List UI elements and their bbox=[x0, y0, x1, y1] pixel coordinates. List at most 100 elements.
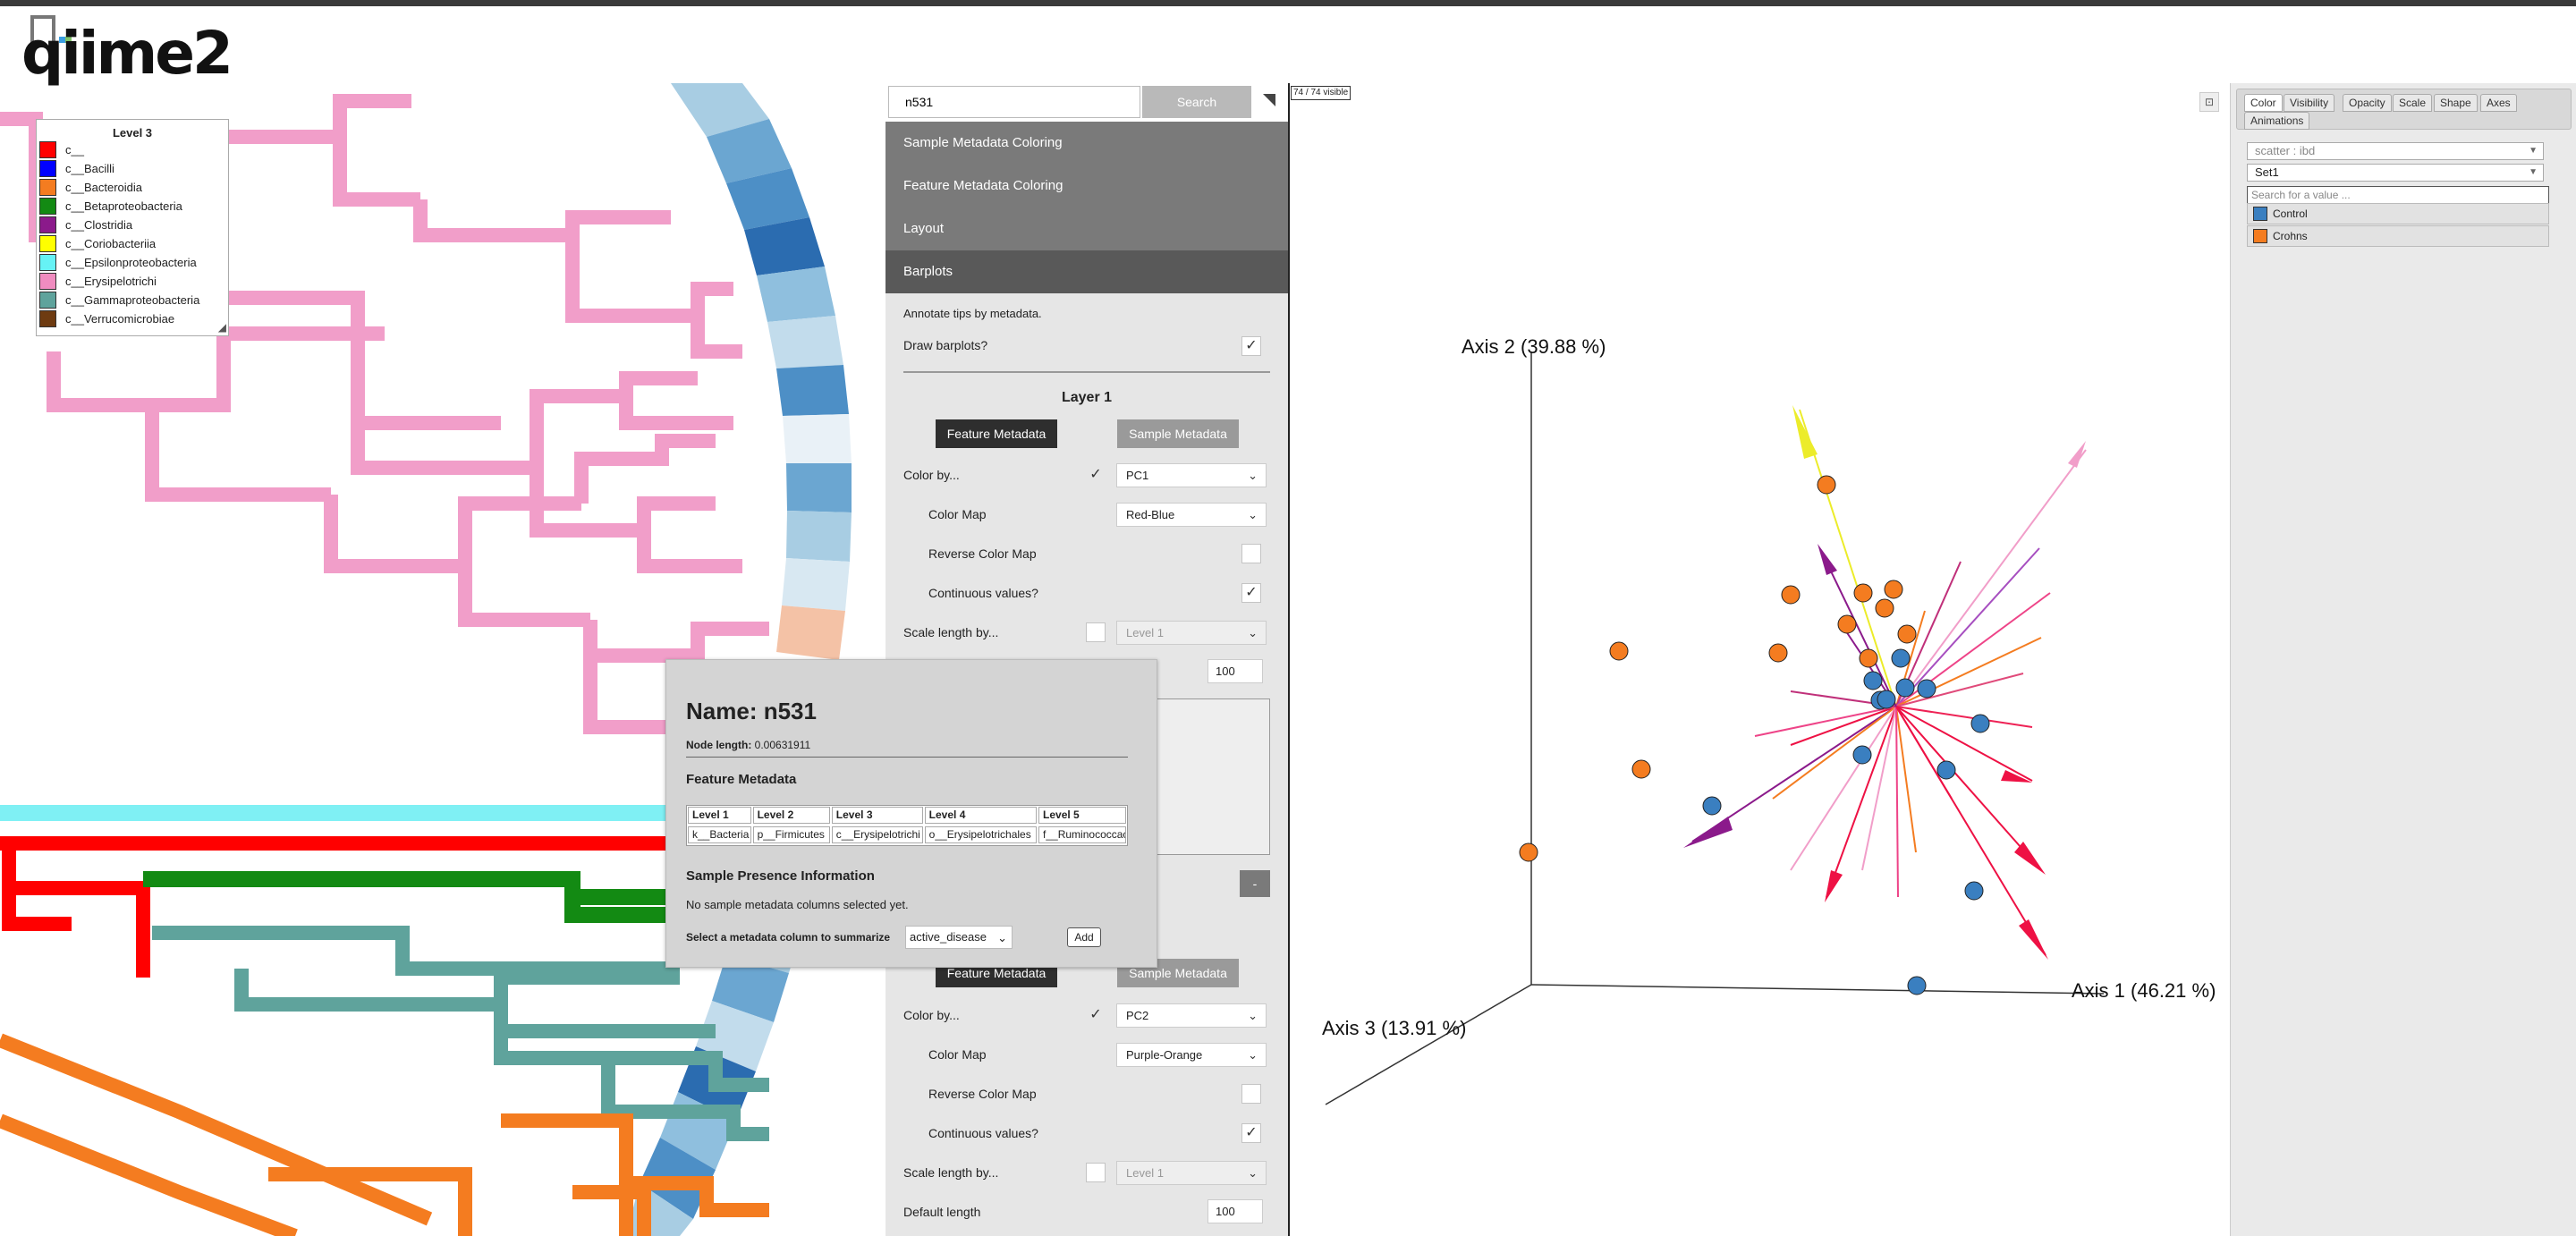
biplot-arrow bbox=[1895, 706, 1953, 800]
menu-sample-metadata-coloring[interactable]: Sample Metadata Coloring bbox=[886, 122, 1288, 165]
emperor-scene bbox=[1325, 351, 2105, 1105]
legend-swatch bbox=[39, 292, 56, 309]
layer2-color-by-select[interactable]: PC2 ⌄ bbox=[1116, 1003, 1267, 1028]
axis2-label: Axis 2 (39.88 %) bbox=[1462, 335, 1606, 358]
layer1-color-by-checkbox[interactable]: ✓ bbox=[1089, 467, 1102, 482]
layer2-scale-checkbox[interactable] bbox=[1086, 1163, 1106, 1182]
node-length-label: Node length: bbox=[686, 739, 752, 751]
tab-shape[interactable]: Shape bbox=[2434, 94, 2478, 112]
arrow-head bbox=[1818, 544, 1837, 575]
emperor-plot-view[interactable]: Axis 2 (39.88 %) Axis 1 (46.21 %) Axis 3… bbox=[1288, 83, 2230, 1236]
sample-point-control bbox=[1895, 678, 1915, 698]
menu-barplots[interactable]: Barplots bbox=[886, 250, 1288, 293]
legend-item-label: c__Erysipelotrichi bbox=[65, 275, 157, 288]
sample-point-crohns bbox=[1853, 583, 1873, 603]
layer1-sample-metadata-button[interactable]: Sample Metadata bbox=[1117, 419, 1239, 448]
add-button[interactable]: Add bbox=[1067, 927, 1101, 947]
legend-item: c__Verrucomicrobiae bbox=[37, 309, 228, 328]
table-cell: p__Firmicutes bbox=[752, 826, 830, 843]
legend-item: c__Bacteroidia bbox=[37, 178, 228, 197]
layer2-scale-label: Scale length by... bbox=[903, 1165, 999, 1180]
sample-point-crohns bbox=[1817, 475, 1836, 495]
legend-swatch bbox=[39, 160, 56, 177]
biplot-arrow bbox=[1895, 673, 2024, 707]
scatter-select[interactable]: scatter : ibd ▼ bbox=[2247, 142, 2544, 160]
layer1-continuous-checkbox[interactable]: ✓ bbox=[1241, 583, 1261, 603]
feature-metadata-table: Level 1 Level 2 Level 3 Level 4 Level 5 … bbox=[686, 805, 1128, 846]
sample-point-crohns bbox=[1631, 759, 1651, 779]
tab-color[interactable]: Color bbox=[2244, 94, 2283, 112]
tab-visibility[interactable]: Visibility bbox=[2284, 94, 2335, 112]
layer2-continuous-label: Continuous values? bbox=[928, 1126, 1038, 1140]
layer2-continuous-checkbox[interactable]: ✓ bbox=[1241, 1123, 1261, 1143]
layer1-length-input[interactable]: 100 bbox=[1208, 659, 1263, 683]
tab-scale[interactable]: Scale bbox=[2393, 94, 2433, 112]
logo-dot-icon bbox=[65, 37, 72, 43]
layer1-color-map-select[interactable]: Red-Blue ⌄ bbox=[1116, 503, 1267, 527]
palette-select[interactable]: Set1 ▼ bbox=[2247, 164, 2544, 182]
biplot-arrow bbox=[1895, 706, 2033, 728]
table-header-row: Level 1 Level 2 Level 3 Level 4 Level 5 bbox=[687, 806, 1127, 825]
legend-item-label: c__Betaproteobacteria bbox=[65, 199, 182, 213]
toggle-controls-icon[interactable]: ⊡ bbox=[2199, 92, 2219, 112]
legend-item-label: c__Bacilli bbox=[65, 162, 114, 175]
metadata-column-select[interactable]: active_disease ⌄ bbox=[905, 926, 1013, 949]
color-swatch[interactable] bbox=[2253, 229, 2267, 243]
layer2-color-map-select[interactable]: Purple-Orange ⌄ bbox=[1116, 1043, 1267, 1067]
tab-axes[interactable]: Axes bbox=[2480, 94, 2517, 112]
window-top-bar bbox=[0, 0, 2576, 6]
collapse-panel-icon[interactable] bbox=[1263, 94, 1275, 106]
menu-feature-metadata-coloring[interactable]: Feature Metadata Coloring bbox=[886, 165, 1288, 207]
draw-barplots-checkbox[interactable]: ✓ bbox=[1241, 336, 1261, 356]
category-row-crohns[interactable]: Crohns bbox=[2247, 225, 2549, 247]
sample-point-crohns bbox=[1875, 598, 1894, 618]
biplot-arrow bbox=[1799, 409, 1897, 707]
chevron-down-icon: ⌄ bbox=[1248, 469, 1258, 482]
select-value: scatter : ibd bbox=[2255, 144, 2316, 157]
layer1-continuous-label: Continuous values? bbox=[928, 586, 1038, 600]
layer1-color-by-select[interactable]: PC1 ⌄ bbox=[1116, 463, 1267, 487]
node-search-input[interactable] bbox=[888, 86, 1140, 118]
legend-swatch bbox=[39, 254, 56, 271]
tab-animations[interactable]: Animations bbox=[2244, 112, 2310, 130]
color-swatch[interactable] bbox=[2253, 207, 2267, 221]
category-label: Control bbox=[2273, 207, 2308, 220]
arrow-head bbox=[2019, 919, 2048, 960]
category-row-control[interactable]: Control bbox=[2247, 203, 2549, 224]
legend-item: c__Betaproteobacteria bbox=[37, 197, 228, 216]
resize-grip-icon[interactable]: ◢ bbox=[217, 321, 226, 334]
select-value: active_disease bbox=[910, 930, 987, 944]
remove-layer-button[interactable]: - bbox=[1240, 870, 1270, 897]
layer1-scale-select[interactable]: Level 1 ⌄ bbox=[1116, 621, 1267, 645]
select-value: PC2 bbox=[1126, 1009, 1149, 1022]
legend-item-label: c__Bacteroidia bbox=[65, 181, 142, 194]
tab-opacity[interactable]: Opacity bbox=[2343, 94, 2392, 112]
search-button[interactable]: Search bbox=[1142, 86, 1251, 118]
layer2-length-input[interactable]: 100 bbox=[1208, 1199, 1263, 1223]
sample-point-crohns bbox=[1781, 585, 1801, 605]
tree-branches-teal bbox=[152, 926, 769, 1141]
tree-legend[interactable]: Level 3 c__ c__Bacilli c__Bacteroidia c_… bbox=[36, 119, 229, 336]
legend-item: c__Gammaproteobacteria bbox=[37, 291, 228, 309]
layer2-scale-select[interactable]: Level 1 ⌄ bbox=[1116, 1161, 1267, 1185]
table-row: k__Bacteria p__Firmicutes c__Erysipelotr… bbox=[687, 825, 1127, 845]
layer2-sample-metadata-button[interactable]: Sample Metadata bbox=[1117, 959, 1239, 987]
value-search-input[interactable]: Search for a value ... bbox=[2247, 186, 2549, 204]
legend-item-label: c__Coriobacteriia bbox=[65, 237, 157, 250]
layer1-scale-checkbox[interactable] bbox=[1086, 622, 1106, 642]
sample-point-crohns bbox=[1884, 580, 1903, 599]
layer1-reverse-checkbox[interactable] bbox=[1241, 544, 1261, 563]
legend-item: c__Bacilli bbox=[37, 159, 228, 178]
legend-item-label: c__ bbox=[65, 143, 84, 157]
layer2-reverse-checkbox[interactable] bbox=[1241, 1084, 1261, 1104]
tree-branches-orange bbox=[0, 1033, 769, 1236]
sample-point-control bbox=[1891, 648, 1911, 668]
no-sample-text: No sample metadata columns selected yet. bbox=[686, 898, 909, 911]
arrow-head bbox=[1683, 817, 1733, 848]
sample-point-crohns bbox=[1859, 648, 1878, 668]
legend-title: Level 3 bbox=[112, 126, 153, 140]
menu-layout[interactable]: Layout bbox=[886, 207, 1288, 250]
layer1-feature-metadata-button[interactable]: Feature Metadata bbox=[936, 419, 1057, 448]
layer2-color-by-checkbox[interactable]: ✓ bbox=[1089, 1007, 1102, 1022]
legend-item: c__Erysipelotrichi bbox=[37, 272, 228, 291]
